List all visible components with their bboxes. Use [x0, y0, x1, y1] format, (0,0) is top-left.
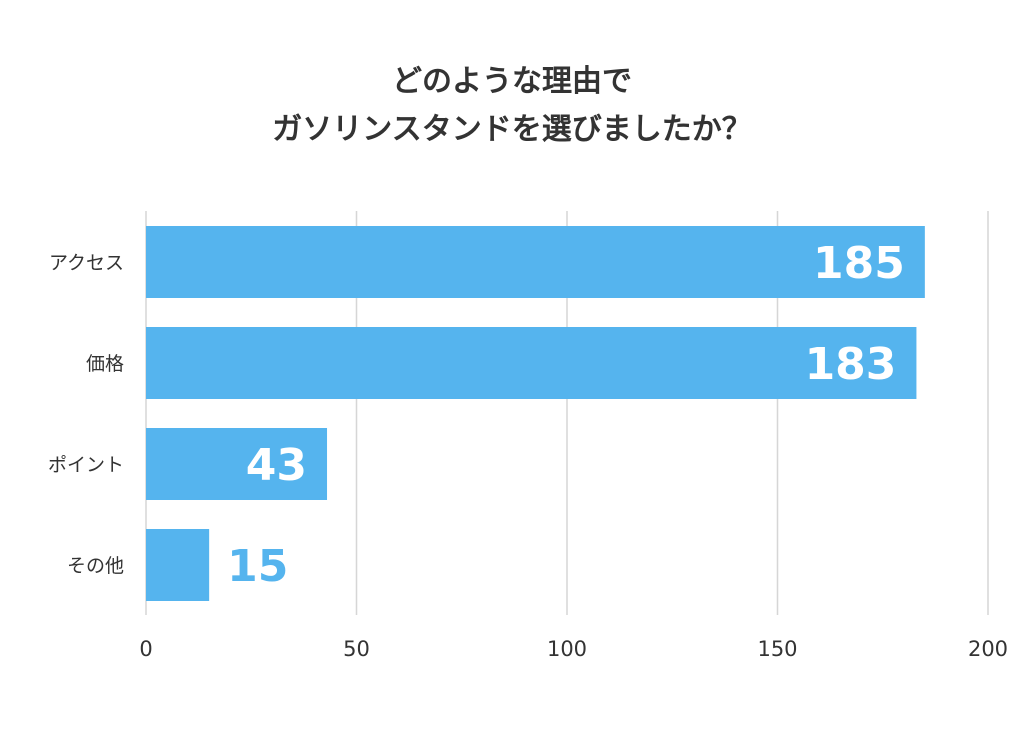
x-tick-label: 200 — [968, 637, 1008, 661]
data-labels: 185 183 43 15 — [227, 238, 905, 592]
category-label: その他 — [67, 555, 124, 577]
bar — [146, 226, 925, 298]
chart-title-line-2: ガソリンスタンドを選びましたか？ — [272, 112, 752, 147]
bars — [146, 226, 925, 601]
category-label: アクセス — [49, 252, 124, 274]
data-label: 15 — [227, 541, 288, 592]
bar — [146, 327, 917, 399]
data-label: 43 — [246, 440, 307, 491]
data-label: 183 — [805, 339, 897, 390]
x-tick-label: 100 — [547, 637, 587, 661]
bar — [146, 529, 210, 601]
chart-title: どのような理由で ガソリンスタンドを選びましたか？ — [0, 58, 1024, 154]
chart-title-line-1: どのような理由で — [392, 64, 632, 99]
category-label: ポイント — [48, 454, 124, 476]
x-tick-label: 0 — [139, 637, 152, 661]
bar — [146, 428, 328, 500]
category-label: 価格 — [86, 353, 124, 375]
x-tick-label: 50 — [343, 637, 370, 661]
data-label: 185 — [813, 238, 905, 289]
x-tick-labels: 0 50 100 150 200 — [139, 637, 1008, 661]
x-tick-label: 150 — [757, 637, 797, 661]
